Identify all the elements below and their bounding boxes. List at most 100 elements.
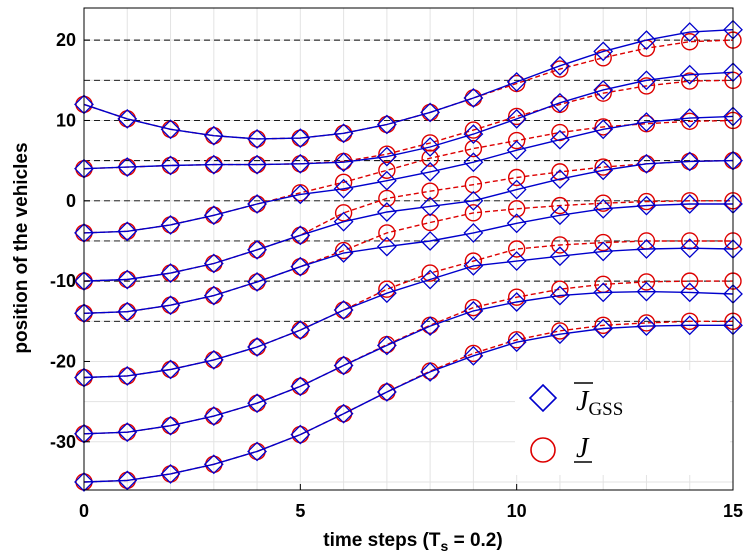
y-tick-label: -10 <box>50 271 76 291</box>
series-line <box>83 200 733 314</box>
data-point <box>463 190 484 211</box>
data-point <box>420 361 441 382</box>
data-point <box>334 124 353 143</box>
data-point <box>594 233 612 252</box>
data-point <box>161 417 180 435</box>
data-point <box>550 92 570 113</box>
data-point <box>161 465 180 483</box>
data-point <box>376 382 397 402</box>
data-point <box>117 366 138 386</box>
data-point <box>160 464 181 484</box>
data-point <box>74 472 94 492</box>
data-point <box>421 103 439 122</box>
data-point <box>594 49 612 67</box>
data-point <box>333 300 354 320</box>
data-point <box>378 383 396 401</box>
data-point <box>464 298 483 317</box>
data-point <box>679 315 700 336</box>
data-point <box>247 194 267 214</box>
legend-box <box>515 370 730 475</box>
data-point <box>378 115 396 134</box>
data-point <box>506 71 527 92</box>
data-point <box>291 377 310 396</box>
data-point <box>290 128 311 149</box>
data-point <box>205 206 223 224</box>
data-point <box>463 124 484 145</box>
ticks: 0 5 10 15 20 10 0 -10 -20 -30 <box>50 30 743 521</box>
data-point <box>161 264 180 282</box>
x-tick-label: 0 <box>79 501 89 521</box>
data-point <box>551 123 569 142</box>
data-point <box>463 223 484 243</box>
data-point <box>464 252 483 270</box>
data-point <box>637 77 656 95</box>
data-point <box>333 211 354 232</box>
data-point <box>550 285 570 306</box>
data-point <box>291 226 310 245</box>
data-point <box>333 243 354 263</box>
data-point <box>203 125 224 146</box>
data-point <box>376 202 397 222</box>
data-point <box>248 195 266 213</box>
data-point <box>247 239 267 260</box>
legend-label-j: J <box>576 433 590 464</box>
data-point <box>203 285 224 306</box>
data-point <box>681 33 699 51</box>
data-point <box>507 240 526 258</box>
data-point <box>160 295 181 316</box>
data-point <box>376 335 397 356</box>
data-point <box>420 102 441 123</box>
data-point <box>117 470 138 491</box>
data-point <box>247 154 267 175</box>
data-point <box>636 153 657 174</box>
x-axis-label-tail: = 0.2) <box>448 530 502 551</box>
data-point <box>636 112 657 132</box>
data-point <box>334 301 353 319</box>
data-point <box>551 280 569 298</box>
data-point <box>421 149 439 167</box>
data-point <box>203 454 224 475</box>
data-point <box>376 114 397 135</box>
data-point <box>248 394 266 412</box>
data-point <box>247 272 267 292</box>
data-point <box>117 269 138 290</box>
y-tick-label: -30 <box>50 432 76 452</box>
data-point <box>636 30 657 51</box>
data-point <box>291 321 310 339</box>
data-point <box>506 213 527 234</box>
legend: JGSS J <box>515 370 730 475</box>
data-point <box>594 158 612 176</box>
data-point <box>248 273 266 291</box>
y-tick-label: 20 <box>56 30 76 50</box>
data-point <box>291 425 310 444</box>
data-point <box>378 224 396 242</box>
series-line <box>83 290 734 435</box>
data-point <box>421 264 439 282</box>
data-point <box>464 176 483 194</box>
data-point <box>290 320 311 341</box>
data-point <box>506 108 527 129</box>
data-point <box>506 332 527 353</box>
data-point <box>376 283 397 304</box>
data-point <box>463 345 484 366</box>
series-line <box>83 159 734 282</box>
y-tick-label: -20 <box>50 351 76 371</box>
series-line <box>83 115 734 234</box>
data-point <box>593 119 614 140</box>
data-point <box>550 129 570 150</box>
data-point <box>333 123 354 144</box>
data-point <box>681 312 699 330</box>
data-point <box>593 160 614 181</box>
data-point <box>117 157 138 177</box>
data-point <box>334 241 353 260</box>
data-point <box>593 318 614 339</box>
x-axis-label-main: time steps (T <box>323 530 441 551</box>
data-point <box>203 154 224 175</box>
data-point <box>203 205 224 226</box>
data-point <box>420 231 441 251</box>
y-tick-label: 0 <box>66 191 76 211</box>
data-point <box>203 253 224 274</box>
data-point <box>290 376 311 397</box>
series-line <box>83 247 734 379</box>
data-point <box>333 178 354 199</box>
